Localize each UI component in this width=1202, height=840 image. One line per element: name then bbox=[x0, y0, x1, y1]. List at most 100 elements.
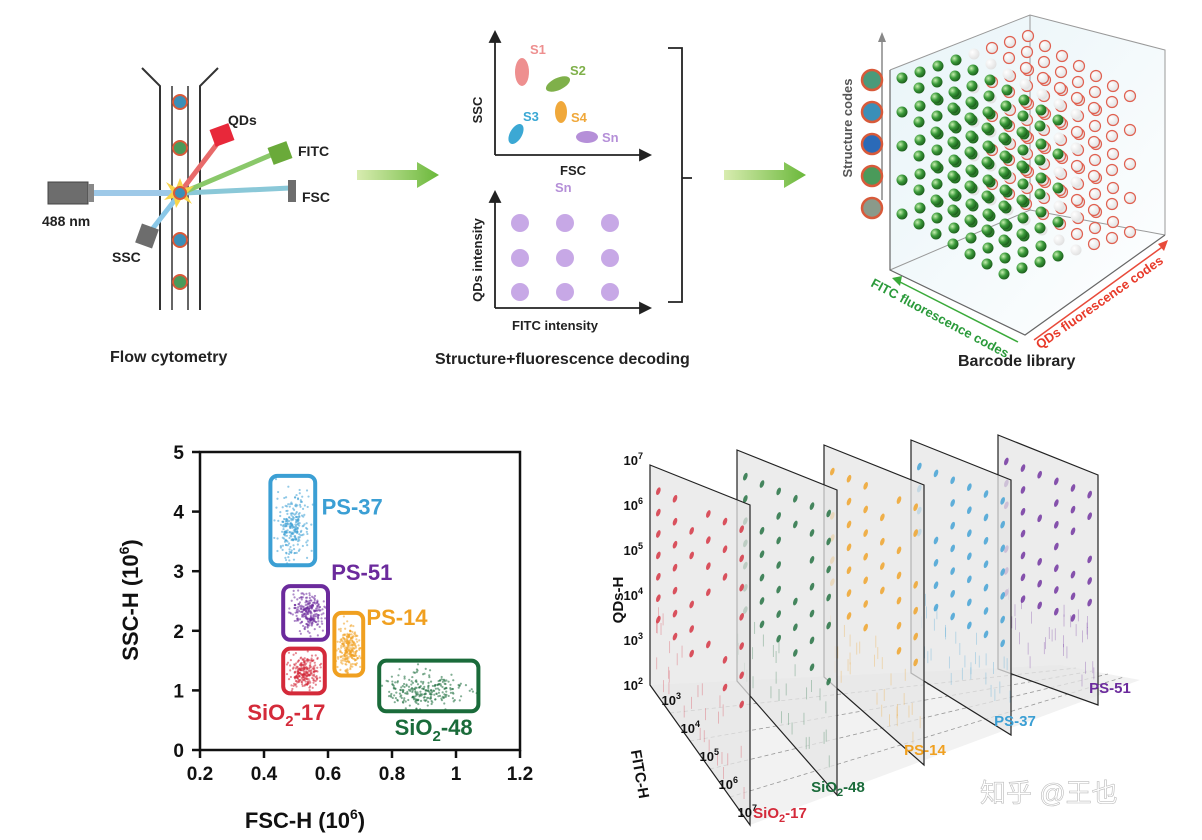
arrow-1 bbox=[357, 162, 439, 188]
panel-dot bbox=[896, 596, 902, 605]
scatter-point bbox=[308, 622, 311, 625]
y-tick-label: 2 bbox=[173, 622, 184, 643]
scatter-point bbox=[443, 702, 446, 705]
scatter-point bbox=[288, 505, 291, 508]
barcode-sphere bbox=[1019, 61, 1033, 75]
scatter-point bbox=[291, 538, 294, 541]
panel-dot bbox=[809, 529, 815, 537]
y-tick-label: 0 bbox=[173, 741, 184, 762]
panel-dot bbox=[983, 513, 989, 522]
scatter-point bbox=[429, 680, 433, 683]
barcode-sphere bbox=[998, 268, 1010, 280]
fitc-tick-label: 103 bbox=[662, 691, 681, 708]
panel-dot bbox=[880, 513, 885, 522]
scatter-point bbox=[296, 598, 299, 601]
panel-dot bbox=[1020, 507, 1026, 516]
scatter-point bbox=[296, 617, 299, 620]
scatter-point bbox=[289, 658, 292, 662]
scatter-point bbox=[421, 673, 425, 676]
panel-dot bbox=[983, 607, 989, 615]
scatter-point bbox=[388, 690, 391, 693]
panel-dot bbox=[846, 543, 852, 552]
panel-dot bbox=[1070, 570, 1076, 579]
barcode-sphere bbox=[1055, 49, 1069, 63]
panel-dot bbox=[1070, 505, 1076, 514]
scatter-point bbox=[301, 684, 304, 688]
barcode-sphere bbox=[947, 238, 959, 250]
scatter-point bbox=[408, 678, 411, 681]
panel-dot bbox=[722, 545, 728, 554]
panel-dot bbox=[739, 525, 744, 534]
scatter-point bbox=[296, 543, 299, 546]
scatter-point bbox=[284, 534, 287, 537]
panel-dot bbox=[689, 600, 694, 609]
scatter-point bbox=[291, 517, 294, 521]
scatter-point bbox=[285, 672, 289, 676]
panel-dot bbox=[759, 573, 765, 582]
barcode-sphere bbox=[999, 116, 1011, 128]
scatter-point bbox=[306, 650, 309, 653]
panel-dot bbox=[933, 581, 939, 590]
panel-dot bbox=[739, 700, 744, 709]
panel-dot bbox=[1037, 558, 1042, 566]
scatter-point bbox=[336, 665, 339, 669]
qds-tick-label: 107 bbox=[624, 451, 643, 468]
scatter-point bbox=[290, 535, 293, 538]
scatter-point bbox=[316, 670, 319, 673]
scatter-point bbox=[417, 686, 421, 689]
scatter-point bbox=[294, 521, 298, 524]
scatter-point bbox=[435, 692, 438, 696]
scatter-point bbox=[406, 692, 409, 695]
scatter-point bbox=[296, 520, 300, 523]
panel-dot bbox=[983, 490, 989, 498]
barcode-sphere bbox=[965, 96, 977, 108]
scatter-point bbox=[349, 647, 352, 650]
panel-dot bbox=[759, 550, 765, 559]
scatter-point bbox=[353, 659, 357, 662]
barcode-sphere bbox=[947, 204, 959, 216]
scatter-point bbox=[352, 651, 355, 654]
scatter-point bbox=[313, 610, 316, 613]
scatter-point bbox=[339, 655, 342, 658]
scatter-point bbox=[297, 680, 301, 683]
scatter-point bbox=[345, 650, 348, 653]
barcode-sphere bbox=[1035, 240, 1047, 252]
flow-cytometry-panel: QDs FITC FSC SSC 488 nm Flow cytometry bbox=[42, 67, 330, 366]
cluster-label-ps-37: PS-37 bbox=[322, 495, 383, 520]
scatter-point bbox=[347, 635, 350, 639]
decode-group-s1 bbox=[515, 58, 529, 86]
scatter-point bbox=[292, 589, 295, 592]
barcode-sphere bbox=[1001, 84, 1013, 96]
barcode-sphere bbox=[1053, 81, 1067, 95]
scatter-point bbox=[296, 672, 299, 675]
barcode-sphere bbox=[947, 102, 959, 114]
scatter-point bbox=[308, 688, 311, 692]
scatter-point bbox=[283, 496, 286, 500]
grid-line bbox=[729, 676, 1125, 798]
scatter-ylabel: SSC-H (106) bbox=[116, 539, 143, 660]
y-tick-label: 5 bbox=[173, 443, 184, 464]
scatter-point bbox=[411, 675, 414, 679]
barcode-sphere bbox=[1089, 69, 1103, 83]
scatter-point bbox=[316, 677, 319, 680]
scatter-point bbox=[296, 540, 300, 543]
scatter-point bbox=[287, 542, 291, 545]
scatter-point bbox=[310, 612, 313, 615]
barcode-sphere bbox=[999, 218, 1011, 230]
scatter-point bbox=[316, 605, 319, 608]
scatter-point bbox=[430, 690, 434, 694]
top-ylabel: SSC bbox=[470, 96, 485, 123]
scatter-point bbox=[299, 679, 302, 682]
scatter-point bbox=[300, 620, 303, 624]
barcode-library-panel: Structure codes FITC fluorescence codes … bbox=[840, 14, 1168, 370]
scatter-point bbox=[305, 556, 309, 559]
barcode-sphere bbox=[1106, 79, 1120, 93]
scatter-point bbox=[298, 522, 301, 525]
panel-dot bbox=[830, 467, 835, 476]
scatter-point bbox=[317, 614, 320, 617]
scatter-point bbox=[300, 598, 303, 601]
scatter-point bbox=[445, 687, 448, 690]
barcode-sphere bbox=[981, 156, 993, 168]
gate-ps-51 bbox=[281, 584, 330, 642]
scatter-point bbox=[298, 524, 301, 527]
